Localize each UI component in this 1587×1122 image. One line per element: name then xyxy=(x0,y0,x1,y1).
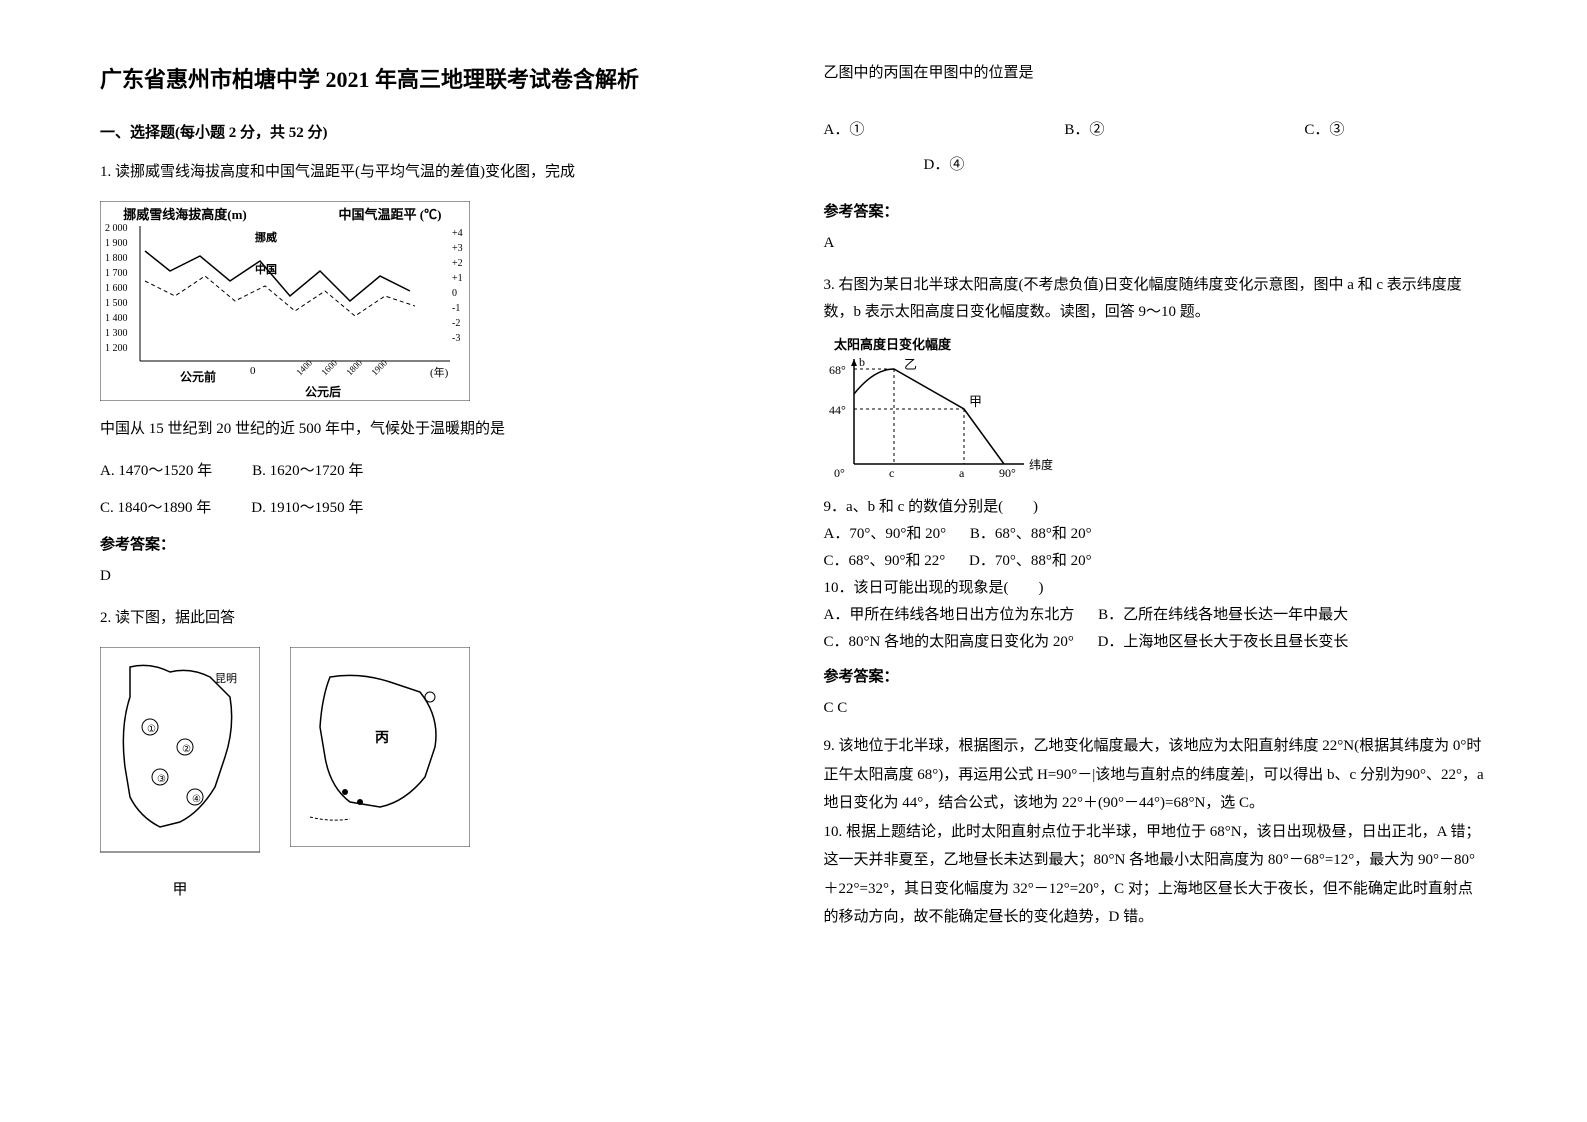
question-2: 2. 读下图，据此回答 ① ② ③ xyxy=(100,605,764,904)
svg-text:1 400: 1 400 xyxy=(105,313,128,324)
question-1: 1. 读挪威雪线海拔高度和中国气温距平(与平均气温的差值)变化图，完成 挪威雪线… xyxy=(100,159,764,590)
svg-text:1 200: 1 200 xyxy=(105,343,128,354)
left-column: 广东省惠州市柏塘中学 2021 年高三地理联考试卷含解析 一、选择题(每小题 2… xyxy=(100,60,764,947)
q2-option-a: A．① xyxy=(824,117,865,144)
svg-text:68°: 68° xyxy=(829,363,846,377)
svg-text:太阳高度日变化幅度: 太阳高度日变化幅度 xyxy=(833,337,952,352)
q10-opt-a: A．甲所在纬线各地日出方位为东北方 xyxy=(824,607,1075,623)
q3-answer: C C xyxy=(824,695,1488,722)
page-container: 广东省惠州市柏塘中学 2021 年高三地理联考试卷含解析 一、选择题(每小题 2… xyxy=(100,60,1487,947)
q2-option-d: D．④ xyxy=(924,157,965,173)
q1-text: 1. 读挪威雪线海拔高度和中国气温距平(与平均气温的差值)变化图，完成 xyxy=(100,159,764,186)
q9-options-row2: C．68°、90°和 22° D．70°、88°和 20° xyxy=(824,548,1488,575)
svg-text:纬度: 纬度 xyxy=(1029,457,1053,472)
svg-text:挪威: 挪威 xyxy=(255,230,277,244)
q2-map-container: ① ② ③ ④ 昆明 甲 xyxy=(100,647,764,904)
q1-chart-container: 挪威雪线海拔高度(m) 中国气温距平 (℃) 2 000 1 900 1 800… xyxy=(100,201,764,401)
q9-opt-c: C．68°、90°和 22° xyxy=(824,553,946,569)
q1-option-d: D. 1910～1950 年 xyxy=(251,495,363,522)
q2-map2: 丙 xyxy=(290,647,470,847)
q3-explanation: 9. 该地位于北半球，根据图示，乙地变化幅度最大，该地应为太阳直射纬度 22°N… xyxy=(824,732,1488,932)
svg-text:+2: +2 xyxy=(452,258,463,269)
svg-text:(年): (年) xyxy=(430,365,449,379)
svg-text:44°: 44° xyxy=(829,403,846,417)
q2-option-c: C．③ xyxy=(1304,117,1344,144)
q1-option-a: A. 1470～1520 年 xyxy=(100,458,212,485)
svg-text:③: ③ xyxy=(157,774,166,785)
question-3: 3. 右图为某日北半球太阳高度(不考虑负值)日变化幅度随纬度变化示意图，图中 a… xyxy=(824,272,1488,932)
right-column: 乙图中的丙国在甲图中的位置是 A．① B．② C．③ D．④ 参考答案： A 3… xyxy=(824,60,1488,947)
svg-text:乙: 乙 xyxy=(904,357,917,372)
q1-subquestion: 中国从 15 世纪到 20 世纪的近 500 年中，气候处于温暖期的是 xyxy=(100,416,764,443)
svg-text:公元后: 公元后 xyxy=(305,384,341,399)
exam-title: 广东省惠州市柏塘中学 2021 年高三地理联考试卷含解析 xyxy=(100,60,764,100)
svg-text:2 000: 2 000 xyxy=(105,223,128,234)
svg-text:-1: -1 xyxy=(452,303,460,314)
svg-text:④: ④ xyxy=(192,794,201,805)
svg-text:1 700: 1 700 xyxy=(105,268,128,279)
svg-text:b: b xyxy=(859,355,865,369)
svg-text:+4: +4 xyxy=(452,228,463,239)
svg-text:1 300: 1 300 xyxy=(105,328,128,339)
section-header: 一、选择题(每小题 2 分，共 52 分) xyxy=(100,120,764,147)
svg-text:公元前: 公元前 xyxy=(180,369,216,384)
q2-text: 2. 读下图，据此回答 xyxy=(100,605,764,632)
svg-text:0: 0 xyxy=(452,288,457,299)
svg-text:①: ① xyxy=(147,724,156,735)
chart2-title: 中国气温距平 (℃) xyxy=(339,207,442,222)
q9-text: 9．a、b 和 c 的数值分别是( ) xyxy=(824,494,1488,521)
svg-text:+3: +3 xyxy=(452,243,463,254)
q9-opt-a: A．70°、90°和 20° xyxy=(824,526,947,542)
q2-answer: A xyxy=(824,230,1488,257)
q2-subquestion: 乙图中的丙国在甲图中的位置是 xyxy=(824,60,1488,87)
svg-text:0°: 0° xyxy=(834,466,845,480)
q1-option-c: C. 1840～1890 年 xyxy=(100,495,211,522)
q10-opt-b: B．乙所在纬线各地昼长达一年中最大 xyxy=(1098,607,1348,623)
svg-text:c: c xyxy=(889,466,894,480)
q10-options-row2: C．80°N 各地的太阳高度日变化为 20° D．上海地区昼长大于夜长且昼长变长 xyxy=(824,629,1488,656)
q3-answer-label: 参考答案： xyxy=(824,664,1488,691)
q1-options-row2: C. 1840～1890 年 D. 1910～1950 年 xyxy=(100,495,764,522)
q2-answer-label: 参考答案： xyxy=(824,199,1488,226)
chart1-title: 挪威雪线海拔高度(m) xyxy=(123,207,247,222)
svg-text:②: ② xyxy=(182,744,191,755)
q10-opt-c: C．80°N 各地的太阳高度日变化为 20° xyxy=(824,634,1074,650)
svg-text:1 500: 1 500 xyxy=(105,298,128,309)
q10-options-row1: A．甲所在纬线各地日出方位为东北方 B．乙所在纬线各地昼长达一年中最大 xyxy=(824,602,1488,629)
q1-option-b: B. 1620～1720 年 xyxy=(252,458,363,485)
q2-option-b: B．② xyxy=(1064,117,1104,144)
map1-label: 甲 xyxy=(100,877,260,904)
svg-text:中国: 中国 xyxy=(255,262,277,276)
svg-text:1 600: 1 600 xyxy=(105,283,128,294)
q1-chart-svg: 挪威雪线海拔高度(m) 中国气温距平 (℃) 2 000 1 900 1 800… xyxy=(100,201,470,401)
map2-wrapper: 丙 xyxy=(290,647,470,904)
q3-text: 3. 右图为某日北半球太阳高度(不考虑负值)日变化幅度随纬度变化示意图，图中 a… xyxy=(824,272,1488,326)
svg-text:+1: +1 xyxy=(452,273,463,284)
svg-text:-2: -2 xyxy=(452,318,460,329)
svg-text:a: a xyxy=(959,466,965,480)
svg-text:0: 0 xyxy=(250,365,256,377)
svg-text:昆明: 昆明 xyxy=(215,672,237,685)
svg-text:1 800: 1 800 xyxy=(105,253,128,264)
q10-text: 10．该日可能出现的现象是( ) xyxy=(824,575,1488,602)
q9-options-row1: A．70°、90°和 20° B．68°、88°和 20° xyxy=(824,521,1488,548)
svg-text:90°: 90° xyxy=(999,466,1016,480)
map1-wrapper: ① ② ③ ④ 昆明 甲 xyxy=(100,647,260,904)
q3-chart: 太阳高度日变化幅度 68° 44° 0° c a 90° xyxy=(824,334,1074,484)
q9-opt-b: B．68°、88°和 20° xyxy=(970,526,1092,542)
svg-text:1 900: 1 900 xyxy=(105,238,128,249)
svg-text:甲: 甲 xyxy=(969,394,982,409)
q2-options-row2: D．④ xyxy=(924,152,1488,179)
q10-opt-d: D．上海地区昼长大于夜长且昼长变长 xyxy=(1098,634,1349,650)
q1-answer-label: 参考答案： xyxy=(100,532,764,559)
q2-map1: ① ② ③ ④ 昆明 xyxy=(100,647,260,867)
q1-answer: D xyxy=(100,563,764,590)
q1-options-row1: A. 1470～1520 年 B. 1620～1720 年 xyxy=(100,458,764,485)
svg-text:-3: -3 xyxy=(452,333,460,344)
svg-text:丙: 丙 xyxy=(375,730,389,746)
q9-opt-d: D．70°、88°和 20° xyxy=(969,553,1092,569)
q2-options-row1: A．① B．② C．③ xyxy=(824,117,1488,144)
